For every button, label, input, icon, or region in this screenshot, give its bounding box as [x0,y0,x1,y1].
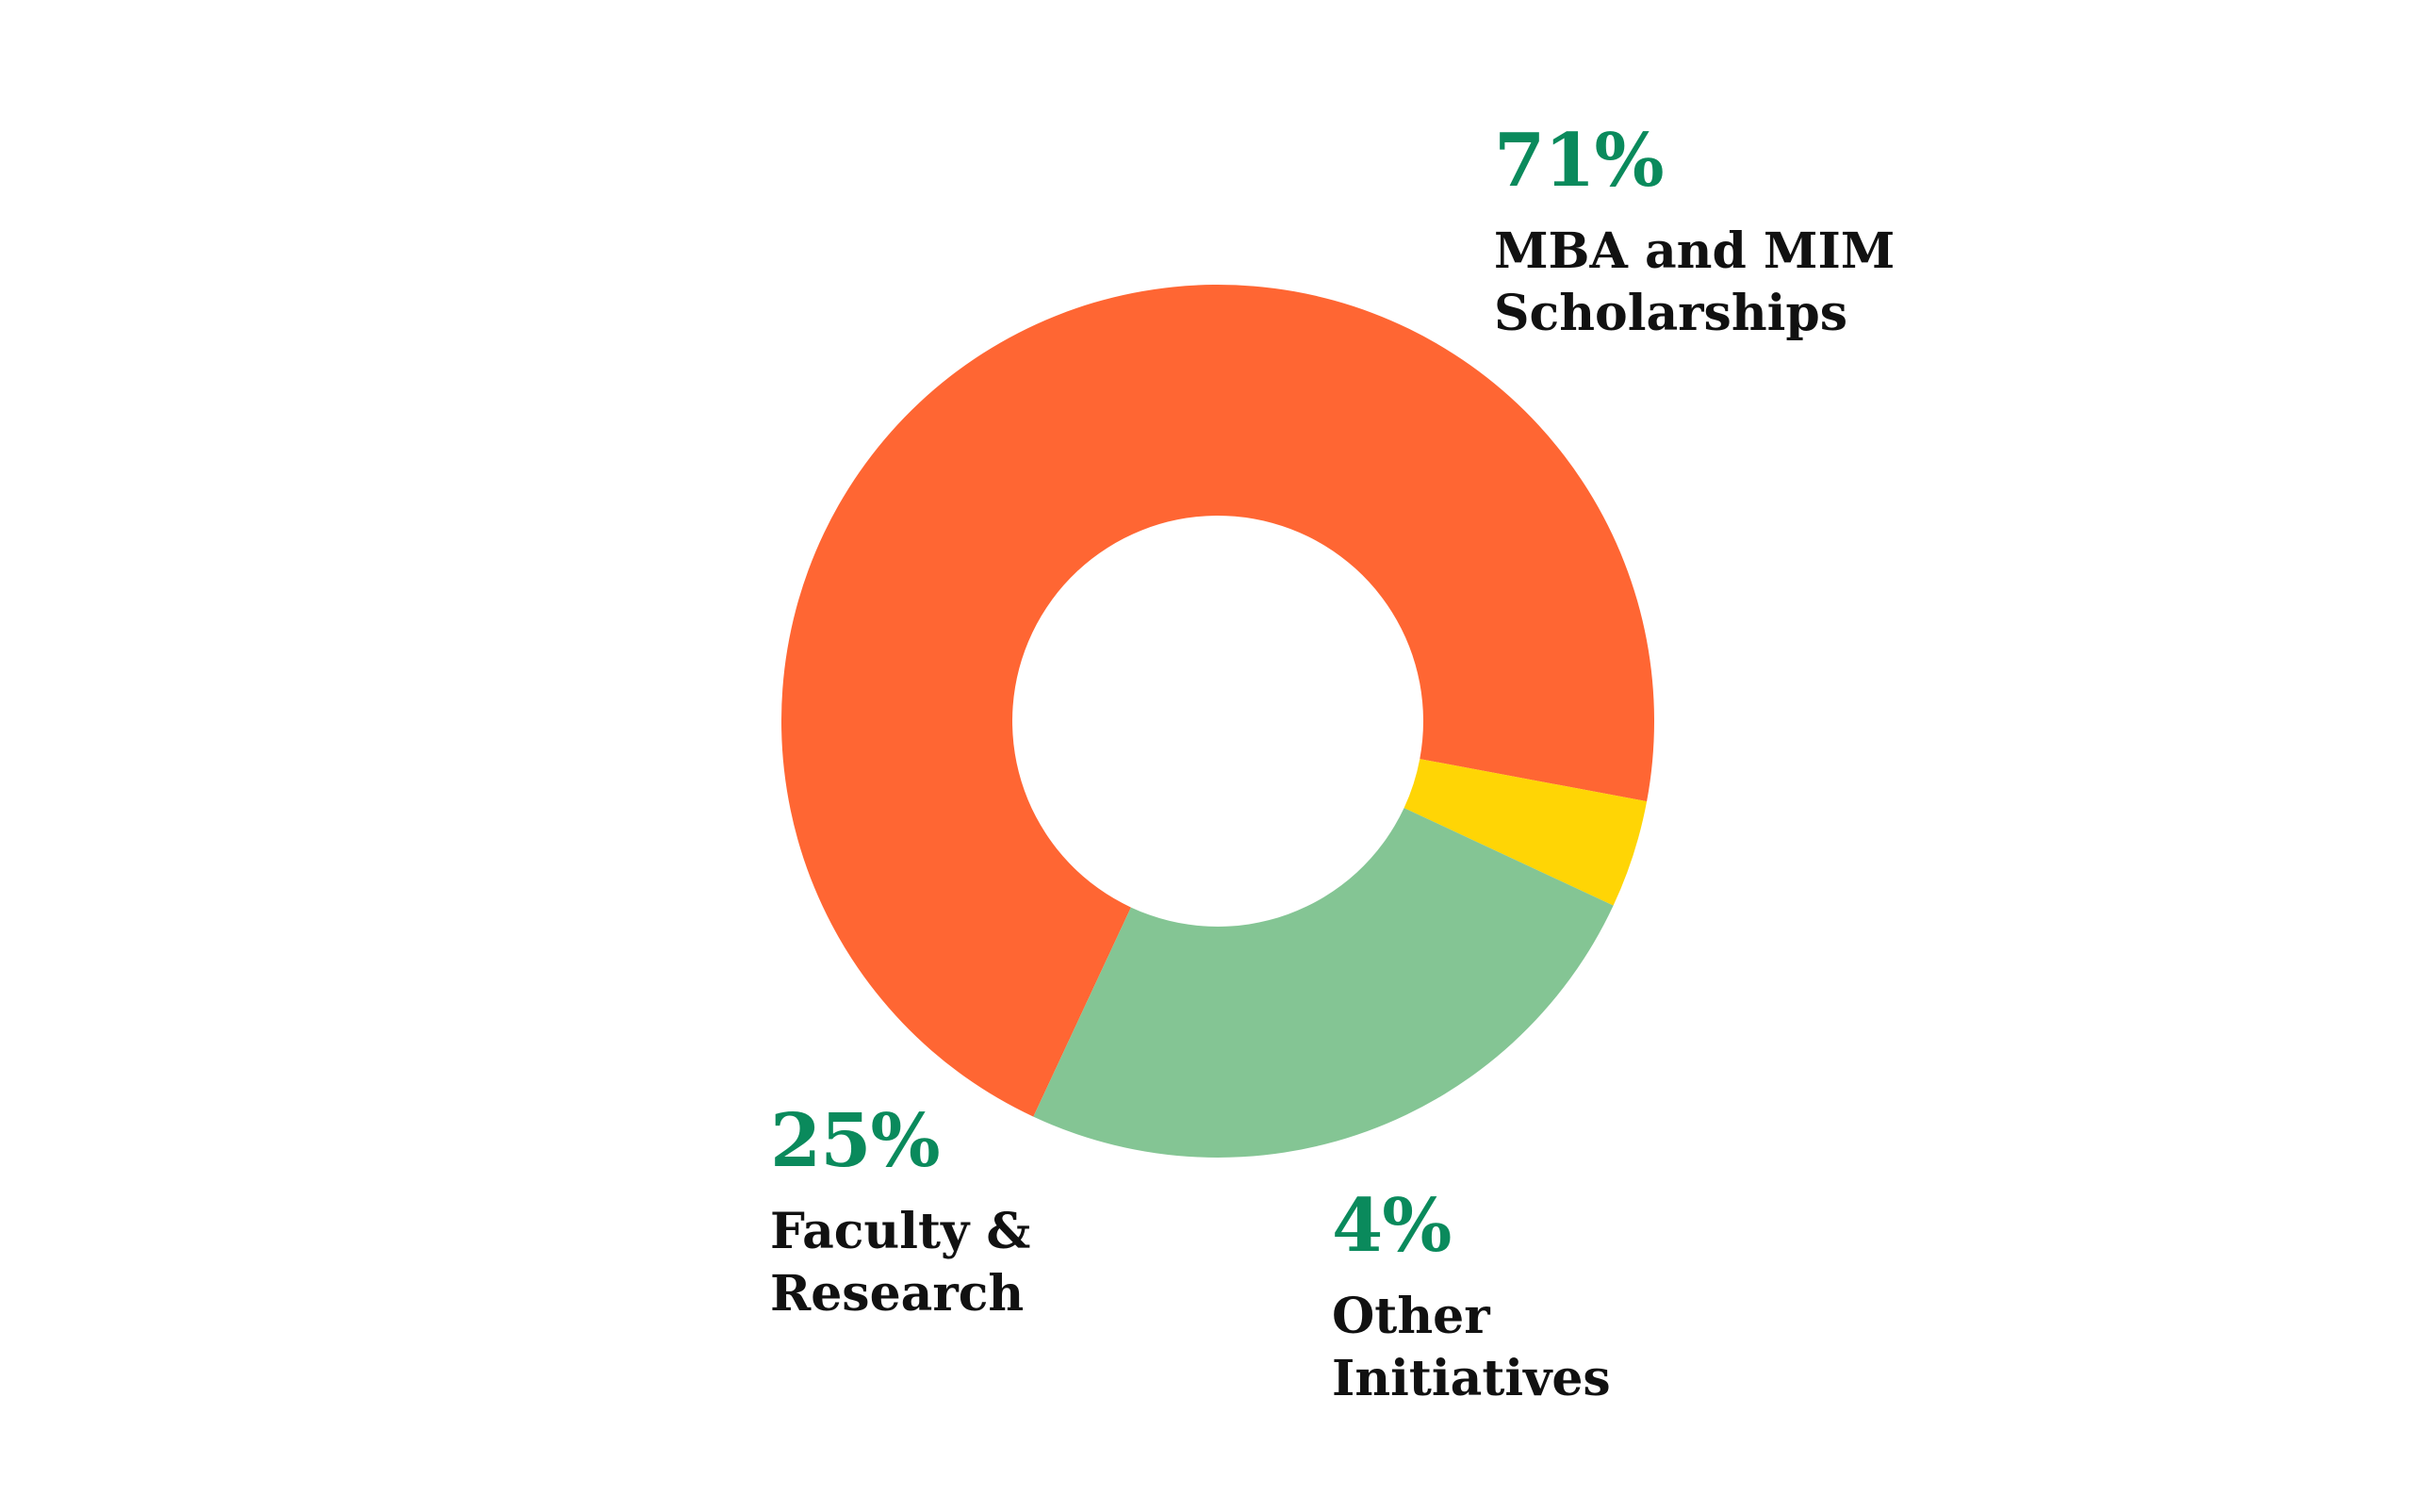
slice-label-scholarships: 71% MBA and MIM Scholarships [1494,124,1895,345]
slice-category-line: Initiatives [1332,1350,1611,1407]
donut-slice-scholarships [781,284,1654,1117]
slice-category-scholarships: MBA and MIM Scholarships [1494,221,1895,345]
slice-label-faculty-research: 25% Faculty & Research [770,1105,1030,1325]
slice-category-faculty-research: Faculty & Research [770,1201,1030,1325]
slice-category-line: Other [1332,1288,1490,1345]
donut-slice-faculty-research [1033,808,1614,1158]
slice-category-line: MBA and MIM [1494,222,1896,280]
donut-slice-other-initiatives [1403,759,1648,906]
slice-category-other-initiatives: Other Initiatives [1332,1286,1611,1410]
slice-percent-other-initiatives: 4% [1332,1183,1452,1269]
slice-category-line: Research [770,1265,1025,1323]
slice-label-other-initiatives: 4% Other Initiatives [1332,1190,1611,1410]
slice-category-line: Scholarships [1494,285,1848,342]
slice-percent-faculty-research: 25% [770,1098,941,1184]
slice-category-line: Faculty & [770,1203,1031,1260]
slice-percent-scholarships: 71% [1494,118,1665,204]
